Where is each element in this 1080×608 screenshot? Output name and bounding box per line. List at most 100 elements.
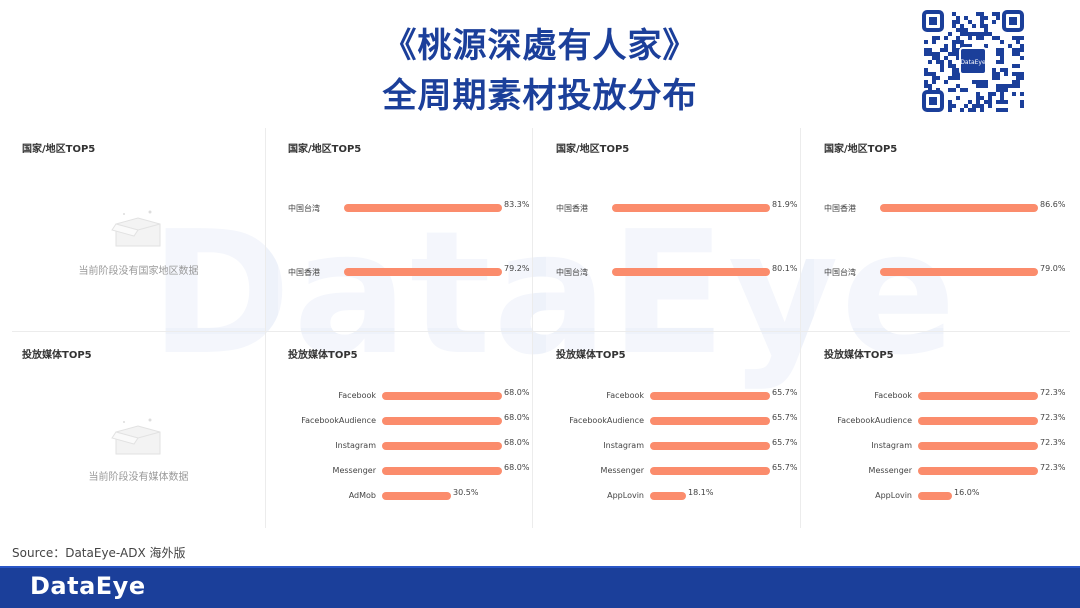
page-title-line2: 全周期素材投放分布 [382,76,698,116]
bar-category-label: Facebook [606,391,644,400]
bar-value-label: 72.3% [1040,388,1066,397]
media-panel-empty: 投放媒体TOP5 当前阶段没有媒体数据 [12,334,265,528]
bar [880,204,1038,212]
bar [344,204,502,212]
bar-row: Facebook 65.7% [546,388,800,402]
empty-message: 当前阶段没有媒体数据 [88,472,189,483]
bar-row: 中国香港 81.9% [546,200,800,214]
bar-row: Instagram 65.7% [546,438,800,452]
region-chart-3: 国家/地区TOP5 中国香港 86.6% 中国台湾 79.0% [814,128,1068,328]
bar-category-label: 中国台湾 [288,204,320,213]
bar-value-label: 83.3% [504,200,530,209]
bar [382,417,502,425]
footer-bar: DataEye [0,566,1080,608]
panel-title: 国家/地区TOP5 [288,144,362,155]
empty-box-icon [111,210,161,247]
bar-value-label: 72.3% [1040,463,1066,472]
bar-row: Instagram 72.3% [814,438,1068,452]
bar [650,492,686,500]
bar-row: Instagram 68.0% [278,438,532,452]
bar-value-label: 65.7% [772,463,798,472]
bar-category-label: 中国台湾 [824,268,856,277]
panel-title: 国家/地区TOP5 [556,144,630,155]
bar-row: Facebook 72.3% [814,388,1068,402]
bar-value-label: 65.7% [772,413,798,422]
bar-row: AppLovin 18.1% [546,488,800,502]
bar [382,392,502,400]
bar-value-label: 79.0% [1040,264,1066,273]
bar-row: 中国台湾 80.1% [546,264,800,278]
bar-value-label: 72.3% [1040,438,1066,447]
region-chart-2: 国家/地区TOP5 中国香港 81.9% 中国台湾 80.1% [546,128,800,328]
bar [612,268,770,276]
bar-value-label: 16.0% [954,488,980,497]
page-title-line1: 《桃源深處有人家》 [382,26,698,66]
panel-title: 投放媒体TOP5 [824,350,894,361]
watermark: DataEye [150,195,959,393]
panel-title: 投放媒体TOP5 [22,350,92,361]
panel-title: 国家/地区TOP5 [22,144,96,155]
bar-row: Facebook 68.0% [278,388,532,402]
bar [382,442,502,450]
bar [612,204,770,212]
empty-message: 当前阶段没有国家地区数据 [78,266,199,277]
bar [918,442,1038,450]
bar-category-label: AppLovin [875,491,912,500]
bar-value-label: 30.5% [453,488,479,497]
bar-value-label: 81.9% [772,200,798,209]
bar [344,268,502,276]
bar-category-label: FacebookAudience [837,416,912,425]
bar-category-label: AdMob [348,491,376,500]
bar [918,467,1038,475]
bar-category-label: Instagram [871,441,912,450]
qr-code-icon: DataEye [920,8,1026,114]
bar-value-label: 80.1% [772,264,798,273]
bar-value-label: 18.1% [688,488,714,497]
bar-category-label: Instagram [335,441,376,450]
bar-category-label: FacebookAudience [569,416,644,425]
bar-category-label: 中国香港 [556,204,588,213]
bar-value-label: 72.3% [1040,413,1066,422]
bar-row: FacebookAudience 68.0% [278,413,532,427]
bar-row: 中国香港 86.6% [814,200,1068,214]
bar-row: 中国台湾 79.0% [814,264,1068,278]
bar-row: 中国香港 79.2% [278,264,532,278]
bar-value-label: 65.7% [772,388,798,397]
chart-grid: 国家/地区TOP5 当前阶段没有国家地区数据 投放媒体TOP5 当前阶段没有媒体… [12,128,1070,528]
bar-category-label: Instagram [603,441,644,450]
media-chart-1: 投放媒体TOP5 Facebook 68.0% FacebookAudience 68.… [278,334,532,528]
bar-value-label: 86.6% [1040,200,1066,209]
bar-row: FacebookAudience 72.3% [814,413,1068,427]
bar-value-label: 68.0% [504,413,530,422]
region-chart-1: 国家/地区TOP5 中国台湾 83.3% 中国香港 79.2% [278,128,532,328]
bar-category-label: Facebook [874,391,912,400]
bar-row: Messenger 72.3% [814,463,1068,477]
bar-category-label: Facebook [338,391,376,400]
bar [382,492,451,500]
bar [650,442,770,450]
media-chart-2: 投放媒体TOP5 Facebook 65.7% FacebookAudience 65.… [546,334,800,528]
bar [650,467,770,475]
region-panel-empty: 国家/地区TOP5 当前阶段没有国家地区数据 [12,128,265,328]
bar [918,492,952,500]
panel-title: 国家/地区TOP5 [824,144,898,155]
bar [918,417,1038,425]
bar [918,392,1038,400]
bar [880,268,1038,276]
panel-title: 投放媒体TOP5 [556,350,626,361]
media-chart-3: 投放媒体TOP5 Facebook 72.3% FacebookAudience 72.… [814,334,1068,528]
bar [650,392,770,400]
bar-row: Messenger 68.0% [278,463,532,477]
bar-category-label: AppLovin [607,491,644,500]
bar-category-label: Messenger [332,466,376,475]
bar-row: Messenger 65.7% [546,463,800,477]
bar-value-label: 68.0% [504,388,530,397]
source-note: Source：DataEye-ADX 海外版 [12,546,186,560]
bar-value-label: 68.0% [504,438,530,447]
bar-category-label: FacebookAudience [301,416,376,425]
bar-row: 中国台湾 83.3% [278,200,532,214]
bar [650,417,770,425]
bar-category-label: Messenger [600,466,644,475]
bar-row: FacebookAudience 65.7% [546,413,800,427]
qr-center-label: DataEye [960,59,986,66]
